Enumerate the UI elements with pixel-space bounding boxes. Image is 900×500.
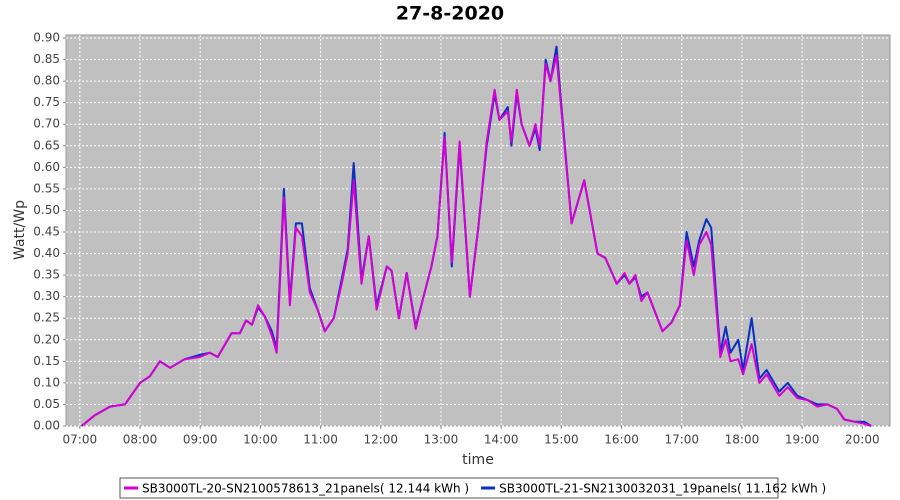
x-tick-label: 07:00 (63, 433, 98, 447)
x-tick-label: 15:00 (544, 433, 579, 447)
y-tick-label: 0.50 (33, 203, 60, 217)
x-tick-label: 13:00 (424, 433, 459, 447)
y-tick-label: 0.30 (33, 289, 60, 303)
y-tick-label: 0.20 (33, 332, 60, 346)
x-tick-label: 20:00 (845, 433, 880, 447)
y-axis-label: Watt/Wp (12, 200, 28, 260)
y-tick-label: 0.35 (33, 268, 60, 282)
y-tick-label: 0.45 (33, 225, 60, 239)
x-tick-label: 14:00 (484, 433, 519, 447)
y-tick-label: 0.40 (33, 246, 60, 260)
x-tick-label: 11:00 (303, 433, 338, 447)
series-line (80, 54, 872, 427)
legend-box (119, 477, 779, 499)
x-tick-label: 19:00 (785, 433, 820, 447)
y-tick-label: 0.00 (33, 419, 60, 433)
legend-label: SB3000TL-21-SN2130032031_19panels( 11.16… (499, 482, 826, 496)
y-tick-label: 0.55 (33, 181, 60, 195)
x-tick-label: 16:00 (604, 433, 639, 447)
y-tick-label: 0.80 (33, 74, 60, 88)
y-tick-label: 0.60 (33, 160, 60, 174)
y-tick-label: 0.05 (33, 397, 60, 411)
y-tick-label: 0.10 (33, 375, 60, 389)
y-tick-label: 0.65 (33, 138, 60, 152)
x-tick-label: 18:00 (725, 433, 760, 447)
x-tick-label: 12:00 (363, 433, 398, 447)
y-tick-label: 0.70 (33, 117, 60, 131)
x-tick-label: 08:00 (123, 433, 158, 447)
chart-title: 27-8-2020 (396, 3, 504, 25)
y-tick-label: 0.15 (33, 354, 60, 368)
y-tick-label: 0.75 (33, 95, 60, 109)
y-tick-label: 0.25 (33, 311, 60, 325)
x-tick-label: 09:00 (183, 433, 218, 447)
x-tick-label: 17:00 (664, 433, 699, 447)
legend-label: SB3000TL-20-SN2100578613_21panels( 12.14… (142, 482, 469, 496)
y-tick-label: 0.90 (33, 31, 60, 45)
x-axis-label: time (462, 452, 494, 468)
y-tick-label: 0.85 (33, 52, 60, 66)
x-tick-label: 10:00 (243, 433, 278, 447)
